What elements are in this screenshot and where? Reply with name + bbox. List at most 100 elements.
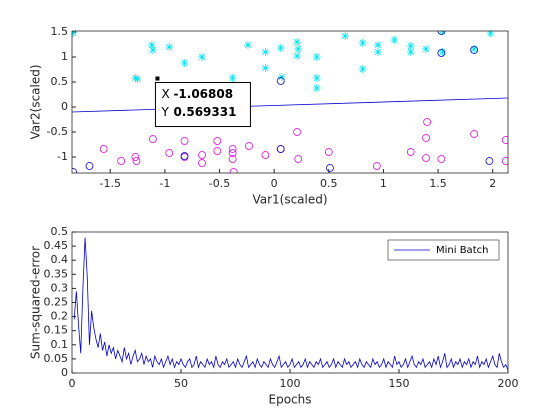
axes-box — [71, 30, 509, 174]
y-tick-label: -1 — [57, 150, 68, 163]
asterisk-marker — [180, 59, 189, 67]
circle-marker — [85, 162, 94, 170]
datatip-x-value: -1.06808 — [173, 87, 233, 101]
circle-marker — [372, 162, 381, 170]
asterisk-marker — [72, 31, 78, 37]
x-tick-label: -1 — [159, 177, 170, 190]
datatip-box — [154, 82, 251, 128]
y-tick-label: 0.5 — [51, 75, 69, 88]
datatip-x-label: X — [161, 87, 169, 101]
y-tick-label: -0.5 — [47, 125, 68, 138]
circle-marker — [228, 149, 237, 157]
y-tick-label: 0.3 — [51, 281, 69, 294]
x-tick-label: 50 — [174, 377, 188, 390]
asterisk-marker — [261, 64, 270, 72]
circle-marker — [131, 153, 140, 161]
asterisk-marker — [133, 75, 142, 83]
x-axis-label: Var1(scaled) — [252, 193, 327, 207]
circle-marker — [470, 46, 479, 54]
x-tick-label: 1 — [380, 177, 387, 190]
x-axis-label: Epochs — [269, 393, 312, 407]
asterisk-marker — [277, 73, 286, 81]
asterisk-marker — [228, 74, 237, 82]
x-tick-label: 0 — [271, 177, 278, 190]
circle-marker — [470, 130, 479, 138]
circle-marker — [228, 145, 237, 153]
x-tick-label: 1.5 — [429, 177, 447, 190]
asterisk-marker — [390, 36, 399, 44]
asterisk-marker — [470, 45, 479, 53]
circle-marker — [501, 157, 508, 165]
asterisk-marker — [276, 44, 285, 52]
circle-marker — [437, 31, 446, 35]
datatip-y-label: Y — [160, 105, 169, 119]
asterisk-marker — [373, 48, 382, 56]
circle-marker — [198, 151, 206, 159]
circle-marker — [276, 77, 285, 85]
circle-marker — [117, 157, 126, 165]
plot-content — [73, 237, 508, 371]
x-tick-label: 100 — [280, 377, 301, 390]
x-tick-label: 200 — [498, 377, 519, 390]
plot-area — [72, 31, 508, 173]
asterisk-marker — [312, 74, 321, 82]
y-tick-label: 0.15 — [44, 324, 69, 337]
circle-marker — [132, 157, 141, 165]
circle-marker — [99, 145, 108, 153]
asterisk-marker — [261, 48, 270, 56]
y-tick-label: 0.4 — [51, 253, 69, 266]
circle-marker — [72, 168, 77, 173]
circle-marker — [148, 135, 157, 143]
asterisk-marker — [373, 41, 382, 49]
circle-marker — [180, 152, 189, 160]
y-axis-label: Var2(scaled) — [29, 64, 43, 139]
circle-marker — [293, 128, 302, 136]
series-line — [73, 237, 508, 371]
circle-marker — [213, 137, 222, 145]
circle-marker — [261, 151, 270, 159]
y-tick-label: 0.35 — [44, 267, 69, 280]
asterisk-marker — [243, 41, 252, 49]
circle-marker — [245, 142, 253, 150]
circle-marker — [324, 148, 333, 156]
asterisk-marker — [312, 84, 321, 92]
y-tick-label: 0.25 — [44, 296, 69, 309]
datatip-marker — [155, 76, 160, 81]
y-tick-label: 1 — [61, 50, 68, 63]
asterisk-marker — [406, 48, 415, 56]
asterisk-marker — [341, 32, 350, 40]
circle-marker — [198, 159, 206, 167]
legend-label: Mini Batch — [436, 245, 488, 256]
circle-marker — [501, 136, 508, 144]
y-tick-label: 1.5 — [51, 25, 69, 38]
circle-marker — [437, 49, 446, 57]
x-tick-label: 0 — [69, 377, 76, 390]
circle-marker — [165, 149, 174, 157]
circle-marker — [422, 134, 430, 142]
x-tick-label: -0.5 — [209, 177, 230, 190]
legend-box — [387, 239, 500, 261]
asterisk-marker — [312, 53, 321, 61]
asterisk-marker — [293, 52, 302, 60]
y-tick-label: 0.5 — [51, 225, 69, 238]
asterisk-marker — [358, 65, 367, 73]
asterisk-marker — [422, 45, 431, 53]
x-tick-label: -1.5 — [100, 177, 121, 190]
asterisk-marker — [165, 43, 174, 51]
plot-content — [72, 31, 508, 173]
x-tick-label: 150 — [389, 377, 410, 390]
y-axis-label: Sum-squared-error — [29, 246, 43, 359]
asterisk-marker — [358, 39, 367, 47]
y-tick-label: 0.05 — [44, 352, 69, 365]
circle-marker — [325, 164, 334, 172]
asterisk-marker — [131, 74, 140, 82]
circle-marker — [485, 157, 494, 165]
circle-marker — [213, 147, 222, 155]
asterisk-marker — [147, 41, 156, 49]
circle-marker — [294, 155, 303, 163]
asterisk-marker — [198, 53, 207, 61]
y-tick-label: 0 — [61, 366, 68, 379]
y-tick-label: 0.2 — [51, 310, 69, 323]
circle-marker — [229, 168, 238, 173]
